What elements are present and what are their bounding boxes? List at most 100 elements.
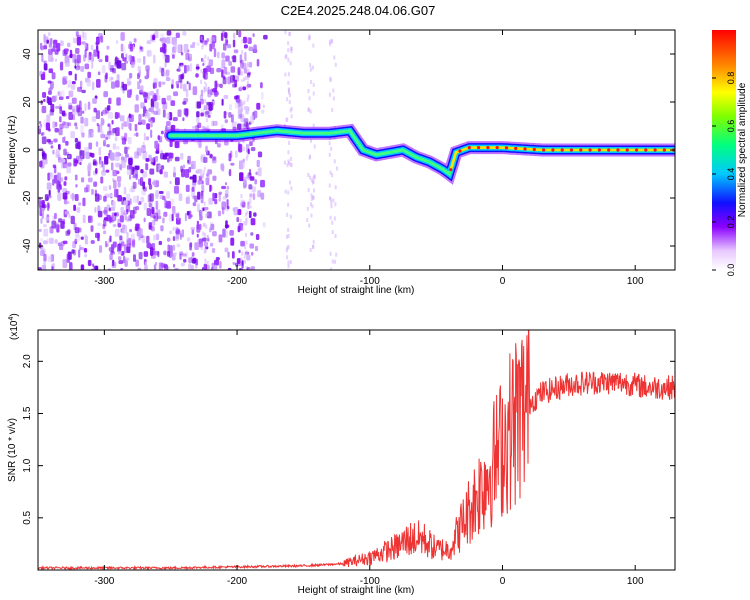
noise-cell — [68, 213, 71, 219]
noise-cell — [49, 172, 54, 180]
noise-cell — [102, 209, 108, 214]
noise-cell — [166, 200, 172, 209]
noise-cell — [114, 136, 118, 142]
noise-cell — [56, 224, 60, 233]
y-tick-label: 1.5 — [22, 406, 33, 420]
noise-cell — [225, 220, 228, 229]
noise-cell — [66, 253, 70, 263]
noise-cell — [181, 253, 187, 257]
noise-cell — [207, 56, 210, 61]
noise-cell — [41, 264, 47, 270]
noise-cell — [248, 266, 252, 270]
noise-cell — [67, 122, 72, 127]
noise-cell — [255, 233, 260, 240]
noise-cell — [245, 156, 248, 161]
x-tick-label: -300 — [94, 576, 114, 587]
noise-cell — [154, 30, 159, 39]
noise-cell — [202, 42, 205, 47]
noise-cell — [286, 163, 289, 168]
x-tick-label: 100 — [627, 276, 644, 287]
noise-cell — [248, 46, 254, 52]
noise-cell — [166, 251, 171, 257]
noise-cell — [203, 166, 206, 171]
noise-cell — [84, 103, 87, 112]
noise-cell — [206, 38, 210, 43]
noise-cell — [131, 238, 135, 247]
noise-cell — [51, 220, 57, 229]
noise-cell — [201, 184, 204, 189]
noise-cell — [332, 88, 335, 93]
noise-cell — [191, 125, 197, 129]
noise-cell — [310, 138, 313, 143]
noise-cell — [203, 223, 206, 228]
noise-cell — [166, 237, 171, 242]
noise-cell — [244, 245, 247, 250]
noise-cell — [309, 109, 312, 114]
noise-cell — [233, 32, 236, 39]
noise-cell — [243, 100, 246, 105]
noise-cell — [192, 202, 197, 207]
noise-cell — [98, 59, 103, 63]
noise-cell — [108, 126, 112, 134]
noise-cell — [153, 264, 157, 270]
noise-cell — [55, 105, 60, 109]
noise-cell — [227, 267, 232, 270]
noise-cell — [251, 266, 255, 270]
noise-cell — [216, 143, 221, 148]
noise-cell — [330, 146, 333, 151]
noise-cell — [145, 65, 150, 72]
noise-cell — [91, 81, 95, 91]
noise-cell — [155, 155, 159, 163]
noise-cell — [245, 240, 248, 245]
noise-cell — [99, 131, 105, 139]
noise-cell — [155, 200, 158, 210]
noise-cell — [205, 147, 208, 152]
noise-cell — [106, 130, 112, 136]
noise-cell — [165, 125, 168, 131]
noise-cell — [244, 57, 247, 62]
noise-cell — [67, 229, 71, 235]
noise-cell — [126, 246, 131, 253]
noise-cell — [140, 196, 145, 203]
noise-cell — [75, 31, 79, 37]
noise-cell — [74, 122, 78, 127]
noise-cell — [47, 32, 51, 37]
noise-cell — [47, 80, 52, 84]
noise-cell — [135, 94, 139, 101]
y-tick-label: -20 — [22, 190, 33, 205]
noise-cell — [106, 45, 110, 50]
noise-cell — [118, 260, 124, 265]
noise-cell — [135, 132, 139, 137]
snr-x-ticks: -300 -200 -100 0 100 — [94, 330, 644, 587]
track-hotspot — [579, 148, 583, 152]
noise-cell — [202, 62, 205, 67]
noise-cell — [48, 128, 51, 132]
noise-cell — [40, 132, 43, 137]
noise-cell — [103, 230, 107, 235]
snr-y-ticks: 0.5 1.0 1.5 2.0 — [22, 354, 675, 525]
noise-cell — [203, 105, 208, 111]
noise-cell — [229, 104, 233, 111]
noise-cell — [330, 200, 333, 205]
noise-cell — [203, 87, 206, 92]
noise-cell — [133, 254, 136, 262]
noise-cell — [239, 172, 244, 182]
noise-cell — [47, 202, 50, 211]
noise-cell — [283, 160, 286, 165]
noise-cell — [202, 126, 205, 131]
noise-cell — [74, 194, 79, 201]
noise-cell — [137, 65, 141, 72]
noise-cell — [153, 110, 159, 115]
noise-cell — [238, 160, 244, 170]
noise-cell — [309, 79, 312, 84]
noise-cell — [202, 237, 207, 242]
x-tick-label: -100 — [360, 576, 380, 587]
noise-cell — [288, 93, 291, 98]
noise-cell — [248, 61, 253, 68]
noise-cell — [248, 198, 252, 205]
noise-cell — [225, 193, 229, 198]
noise-cell — [200, 246, 203, 251]
noise-cell — [312, 239, 315, 244]
noise-cell — [108, 185, 112, 190]
